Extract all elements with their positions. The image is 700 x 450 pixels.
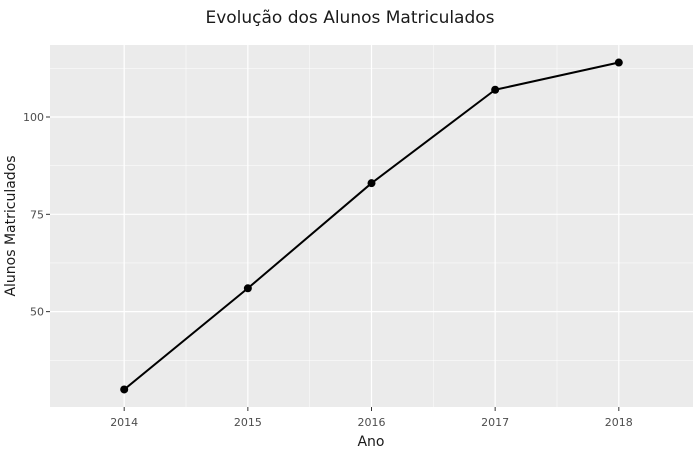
x-axis-label: Ano [357, 434, 384, 450]
x-tick-label: 2017 [481, 416, 509, 429]
data-point [614, 58, 623, 67]
x-tick-label: 2018 [605, 416, 633, 429]
grid-lines [50, 45, 693, 407]
data-point [367, 179, 376, 188]
y-tick-label: 75 [30, 208, 44, 221]
chart-title: Evolução dos Alunos Matriculados [205, 8, 494, 28]
y-tick-label: 100 [23, 111, 44, 124]
axis-ticks: 50 75 100 2014 2015 2016 2017 2018 [23, 111, 633, 429]
x-tick-label: 2014 [110, 416, 138, 429]
data-point [243, 284, 252, 293]
data-point [491, 85, 500, 94]
x-tick-label: 2016 [358, 416, 386, 429]
y-axis-label: Alunos Matriculados [3, 155, 19, 296]
x-tick-label: 2015 [234, 416, 262, 429]
series-layer [120, 58, 623, 394]
y-tick-label: 50 [30, 306, 44, 319]
data-point [120, 385, 129, 394]
